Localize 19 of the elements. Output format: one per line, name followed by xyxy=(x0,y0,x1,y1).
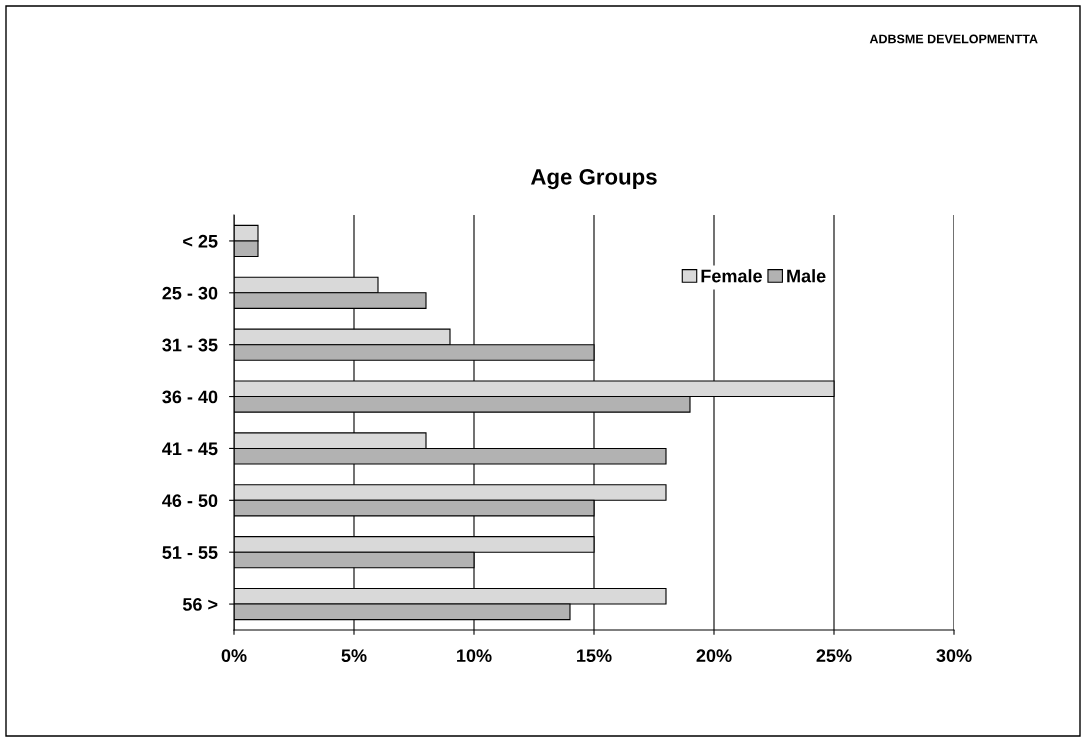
y-tick-label: 25 - 30 xyxy=(162,286,218,300)
y-tick-label: 31 - 35 xyxy=(162,338,218,352)
x-tick-label: 0% xyxy=(221,649,247,663)
x-tick-label: 5% xyxy=(341,649,367,663)
x-tick-label: 30% xyxy=(936,649,972,663)
y-tick-label: 46 - 50 xyxy=(162,494,218,508)
legend-label: Male xyxy=(787,269,826,283)
legend-label: Female xyxy=(701,269,762,283)
y-tick-label: < 25 xyxy=(183,234,218,248)
text: ADBSME DEVELOPMENTTA xyxy=(869,34,1038,44)
x-tick-label: 20% xyxy=(696,649,732,663)
chart-title: Age Groups xyxy=(530,168,657,190)
x-tick-label: 25% xyxy=(816,649,852,663)
y-tick-label: 56 > xyxy=(182,598,218,611)
x-tick-label: 10% xyxy=(457,649,492,663)
y-tick-label: 36 - 40 xyxy=(162,390,218,404)
x-tick-label: 15% xyxy=(577,649,612,663)
y-tick-label: 51 - 55 xyxy=(162,546,218,559)
y-tick-label: 41 - 45 xyxy=(162,442,218,456)
